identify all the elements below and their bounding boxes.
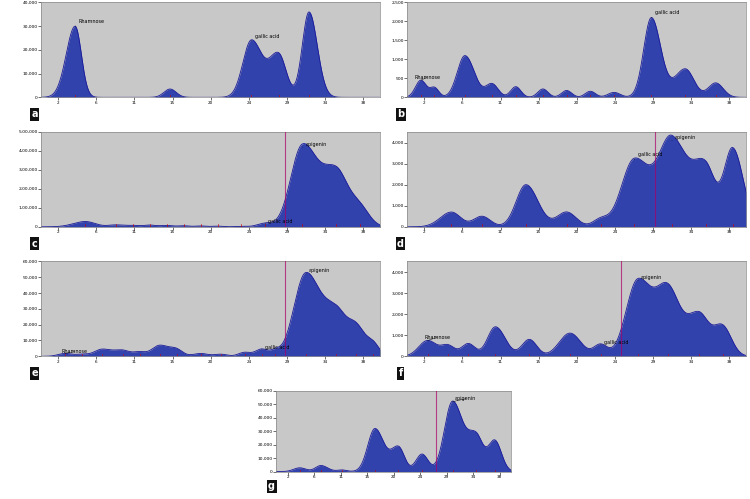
Text: apigenin: apigenin [306, 268, 330, 274]
Text: apigenin: apigenin [302, 142, 327, 147]
Text: f: f [398, 368, 403, 378]
Text: gallic acid: gallic acid [634, 152, 662, 159]
Text: Rhamnose: Rhamnose [414, 75, 440, 80]
Text: gallic acid: gallic acid [251, 33, 279, 40]
Text: Rhamnose: Rhamnose [424, 335, 450, 340]
Text: apigenin: apigenin [638, 275, 662, 280]
Text: a: a [32, 109, 38, 119]
Text: Rhamnose: Rhamnose [75, 18, 104, 26]
Text: b: b [397, 109, 404, 119]
Text: gallic acid: gallic acid [265, 219, 292, 224]
Text: gallic acid: gallic acid [651, 9, 680, 17]
Text: e: e [32, 368, 38, 378]
Text: apigenin: apigenin [672, 135, 696, 140]
Text: apigenin: apigenin [452, 396, 476, 402]
Text: Rhamnose: Rhamnose [62, 349, 88, 354]
Text: c: c [32, 239, 38, 249]
Text: gallic acid: gallic acid [601, 340, 628, 345]
Text: g: g [268, 481, 275, 491]
Text: d: d [397, 239, 404, 249]
Text: gallic acid: gallic acid [262, 345, 290, 350]
